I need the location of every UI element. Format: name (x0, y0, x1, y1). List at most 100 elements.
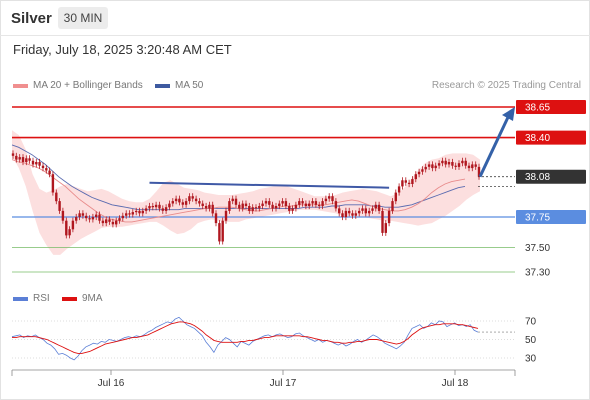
candle-body (457, 163, 461, 167)
candle-body (477, 166, 481, 177)
candle-body (71, 220, 75, 230)
candle-body (364, 208, 367, 214)
candle-body (188, 196, 191, 202)
candle-body (158, 204, 161, 209)
candle-body (354, 213, 357, 216)
candle-body (238, 204, 241, 209)
x-tick-label: Jul 18 (442, 378, 469, 389)
candle-body (151, 206, 154, 208)
candle-body (91, 217, 95, 220)
rsi-tick-70: 70 (525, 317, 537, 328)
candle-body (404, 180, 407, 183)
candle-body (371, 208, 374, 211)
candle-body (154, 204, 158, 208)
candle-body (121, 215, 124, 219)
rsi-tick-50: 50 (525, 335, 537, 346)
level-label-37-75: 37.75 (525, 213, 550, 224)
candle-body (304, 203, 308, 206)
candle-body (351, 213, 354, 216)
candle-body (434, 165, 437, 169)
candle-body (45, 168, 48, 171)
candle-body (171, 201, 174, 204)
ma20-legend-label: MA 20 + Bollinger Bands (33, 80, 143, 91)
candle-body (131, 212, 134, 215)
candle-body (234, 198, 238, 205)
candle-body (274, 206, 278, 209)
candle-body (254, 207, 258, 209)
candle-body (18, 157, 21, 160)
candle-body (81, 213, 85, 216)
candle-body (75, 217, 78, 221)
candle-body (288, 206, 291, 211)
ma9-legend-swatch (62, 297, 77, 301)
candle-body (211, 204, 214, 214)
candle-body (214, 213, 218, 224)
candle-body (194, 198, 198, 202)
candle-body (228, 201, 231, 211)
candle-body (161, 208, 164, 211)
candle-body (174, 198, 178, 202)
candle-body (25, 158, 28, 162)
candle-body (108, 219, 111, 222)
copyright-text: Research © 2025 Trading Central (431, 80, 581, 91)
candle-body (324, 198, 328, 202)
candle-body (464, 160, 467, 166)
candle-body (101, 220, 105, 224)
candle-body (141, 210, 144, 214)
candle-body (38, 162, 41, 166)
header-divider (0, 35, 590, 36)
candle-body (111, 221, 115, 225)
candle-body (58, 201, 61, 211)
candle-body (11, 153, 15, 156)
level-label-38-40: 38.40 (525, 133, 550, 144)
candle-body (164, 207, 168, 211)
candle-body (68, 229, 71, 236)
candle-body (291, 208, 294, 211)
candle-body (474, 164, 477, 167)
candle-body (294, 204, 298, 209)
candle-body (135, 210, 138, 213)
candle-body (278, 203, 281, 206)
candle-body (115, 220, 118, 225)
candle-body (344, 210, 348, 217)
candle-body (31, 160, 35, 165)
candle-body (198, 201, 201, 204)
candle-body (417, 171, 421, 175)
level-label-37-30: 37.30 (525, 268, 550, 279)
candle-body (334, 201, 338, 209)
candle-body (41, 165, 45, 169)
rsi-legend-label: RSI (33, 293, 50, 304)
candle-body (421, 169, 424, 172)
candle-body (361, 208, 364, 211)
projection-arrow (478, 112, 512, 178)
candle-body (268, 201, 271, 205)
candle-body (387, 210, 391, 224)
candle-body (55, 192, 58, 202)
candle-body (21, 157, 25, 162)
candle-body (368, 210, 371, 214)
candle-body (397, 186, 401, 193)
instrument-title: Silver (11, 10, 52, 27)
candle-body (244, 203, 248, 206)
timeframe-badge[interactable]: 30 MIN (58, 7, 108, 29)
candle-body (88, 218, 91, 220)
projection-arrowhead (502, 107, 515, 121)
candle-body (218, 223, 221, 242)
level-tag-38-65 (516, 100, 586, 114)
candle-body (441, 160, 444, 164)
candle-body (321, 201, 324, 206)
candle-body (314, 201, 318, 205)
candle-body (381, 210, 384, 233)
candle-body (65, 220, 68, 236)
candle-body (284, 201, 288, 206)
candle-body (125, 213, 128, 216)
candle-body (391, 201, 394, 211)
candle-body (301, 201, 304, 204)
level-label-37-50: 37.50 (525, 243, 550, 254)
candle-body (105, 219, 108, 224)
ma50-legend-label: MA 50 (175, 80, 204, 91)
candle-body (138, 210, 141, 214)
candle-body (318, 204, 321, 206)
candle-body (427, 164, 431, 167)
